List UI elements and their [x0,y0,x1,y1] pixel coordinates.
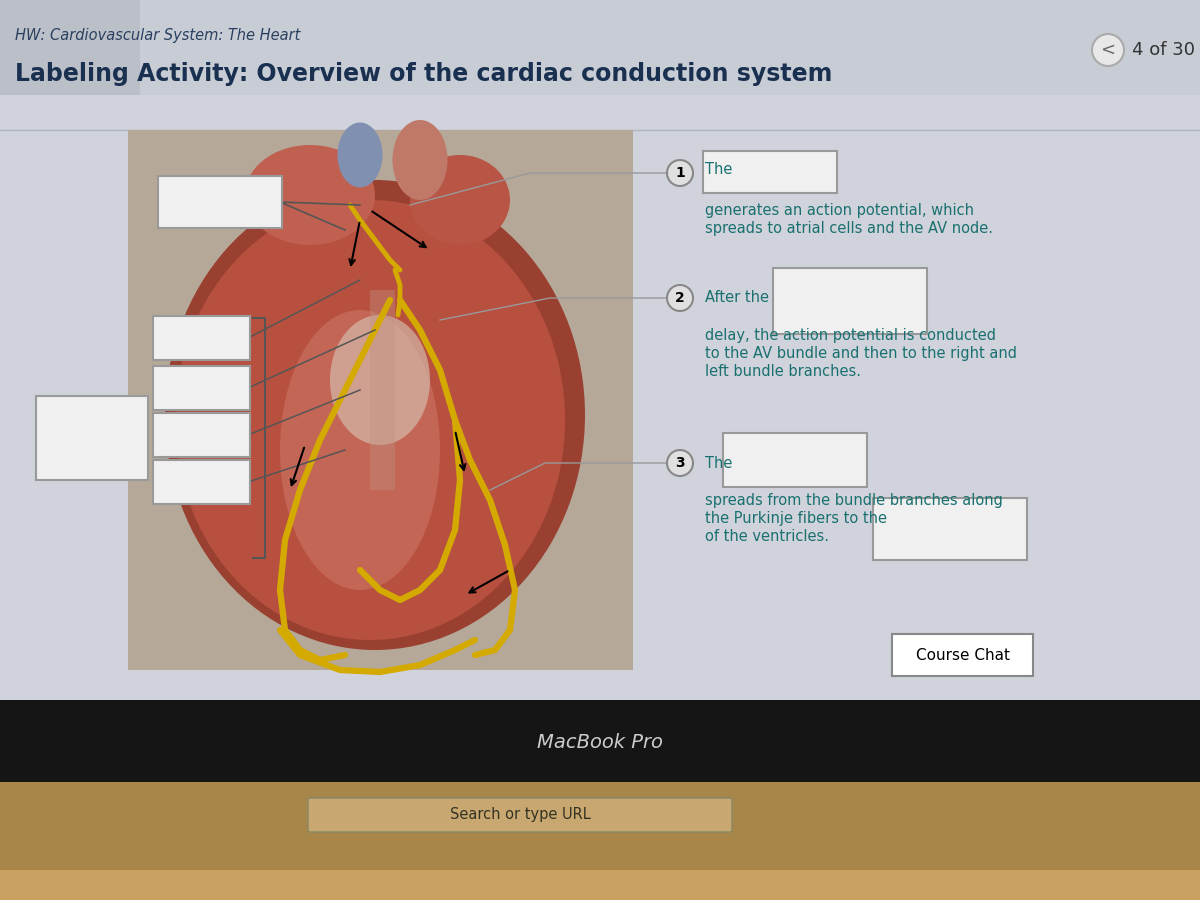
Ellipse shape [280,310,440,590]
FancyBboxPatch shape [874,498,1027,560]
Text: the Purkinje fibers to the: the Purkinje fibers to the [706,511,887,526]
Text: Course Chat: Course Chat [916,647,1010,662]
Circle shape [667,285,694,311]
FancyBboxPatch shape [154,460,250,504]
Text: <: < [1100,41,1116,59]
Text: spreads to atrial cells and the AV node.: spreads to atrial cells and the AV node. [706,221,994,236]
FancyBboxPatch shape [36,396,148,480]
Text: left bundle branches.: left bundle branches. [706,364,862,379]
Ellipse shape [245,145,374,245]
Circle shape [667,160,694,186]
Text: delay, the action potential is conducted: delay, the action potential is conducted [706,328,996,343]
Text: generates an action potential, which: generates an action potential, which [706,203,974,218]
FancyBboxPatch shape [128,130,634,670]
FancyBboxPatch shape [892,634,1033,676]
Text: of the ventricles.: of the ventricles. [706,529,829,544]
Ellipse shape [175,200,565,640]
FancyBboxPatch shape [154,316,250,360]
Text: spreads from the bundle branches along: spreads from the bundle branches along [706,493,1003,508]
FancyBboxPatch shape [703,151,838,193]
FancyBboxPatch shape [0,0,140,130]
Text: HW: Cardiovascular System: The Heart: HW: Cardiovascular System: The Heart [14,28,300,43]
FancyBboxPatch shape [0,870,1200,900]
Text: Search or type URL: Search or type URL [450,807,590,823]
Circle shape [1092,34,1124,66]
Text: After the: After the [706,291,769,305]
Ellipse shape [337,122,383,187]
Text: Labeling Activity: Overview of the cardiac conduction system: Labeling Activity: Overview of the cardi… [14,62,833,86]
FancyBboxPatch shape [0,782,1200,900]
Text: 4 of 30: 4 of 30 [1132,41,1195,59]
Text: 1: 1 [676,166,685,180]
Ellipse shape [166,180,586,650]
FancyBboxPatch shape [0,95,1200,705]
Text: 2: 2 [676,291,685,305]
FancyBboxPatch shape [773,268,928,334]
FancyBboxPatch shape [0,700,1200,782]
Text: The: The [706,163,732,177]
Ellipse shape [330,315,430,445]
FancyBboxPatch shape [308,798,732,832]
Circle shape [667,450,694,476]
FancyBboxPatch shape [370,290,395,490]
Text: MacBook Pro: MacBook Pro [538,733,662,751]
FancyBboxPatch shape [154,366,250,410]
FancyBboxPatch shape [154,413,250,457]
Ellipse shape [392,120,448,200]
Text: 3: 3 [676,456,685,470]
FancyBboxPatch shape [722,433,866,487]
Text: to the AV bundle and then to the right and: to the AV bundle and then to the right a… [706,346,1018,361]
FancyBboxPatch shape [158,176,282,228]
FancyBboxPatch shape [0,0,1200,700]
Ellipse shape [410,155,510,245]
Text: The: The [706,455,732,471]
